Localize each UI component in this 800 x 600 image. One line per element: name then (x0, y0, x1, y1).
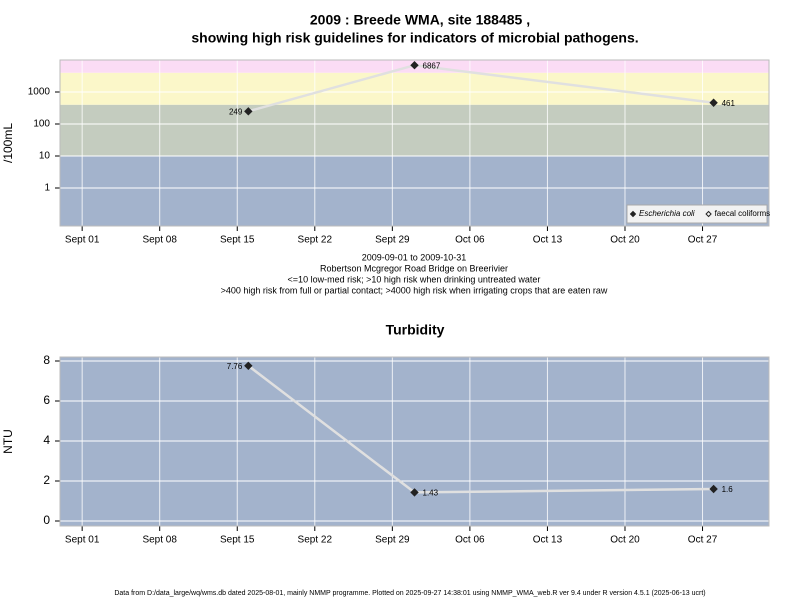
chart-subtitle: showing high risk guidelines for indicat… (191, 30, 638, 46)
x-tick-label: Oct 13 (533, 535, 563, 546)
note: Robertson Mcgregor Road Bridge on Breeri… (320, 263, 508, 273)
legend-marker (629, 210, 637, 218)
risk-band (60, 104, 769, 157)
footer: Data from D:/data_large/wq/wms.db dated … (114, 590, 705, 597)
y-axis-label: NTU (1, 429, 15, 454)
x-tick-label: Sept 01 (65, 235, 100, 246)
y-tick-label: 2 (43, 473, 50, 487)
note: >400 high risk from full or partial cont… (221, 285, 608, 295)
data-point (709, 484, 718, 494)
y-tick-label: 1 (44, 183, 50, 194)
legend-marker (705, 210, 712, 218)
x-tick-label: Sept 22 (298, 235, 333, 246)
x-tick-label: Sept 08 (142, 235, 177, 246)
legend-label: faecal coliforms (715, 209, 771, 218)
y-tick-label: 8 (43, 353, 50, 367)
x-tick-label: Oct 13 (533, 235, 563, 246)
legend-label: Escherichia coli (639, 209, 695, 218)
plot-frame (59, 59, 770, 227)
data-label: 1.43 (423, 489, 439, 498)
y-tick-label: 1000 (28, 87, 51, 98)
data-label: 249 (229, 107, 243, 116)
chart-title: 2009 : Breede WMA, site 188485 , (310, 12, 530, 28)
x-tick-label: Oct 20 (610, 535, 640, 546)
y-tick-label: 10 (39, 151, 51, 162)
data-point (410, 61, 419, 70)
x-tick-label: Sept 15 (220, 235, 255, 246)
x-tick-label: Sept 29 (375, 535, 410, 546)
chart-title: Turbidity (386, 322, 445, 338)
data-label: 1.6 (722, 485, 734, 494)
y-axis-label: /100mL (1, 123, 15, 163)
data-label: 6867 (423, 61, 441, 70)
x-tick-label: Sept 29 (375, 235, 410, 246)
x-tick-label: Oct 06 (455, 235, 485, 246)
data-point (709, 98, 718, 107)
legend-box (626, 204, 768, 224)
x-tick-label: Oct 27 (688, 235, 718, 246)
note: <=10 low-med risk; >10 high risk when dr… (288, 274, 541, 284)
y-tick-label: 0 (43, 513, 50, 527)
plot-frame (59, 356, 770, 527)
x-tick-label: Sept 15 (220, 535, 255, 546)
y-tick-label: 6 (43, 393, 50, 407)
x-tick-label: Sept 08 (142, 535, 177, 546)
note: 2009-09-01 to 2009-10-31 (362, 252, 467, 262)
x-tick-label: Oct 20 (610, 235, 640, 246)
risk-band (60, 72, 769, 105)
x-tick-label: Oct 27 (688, 535, 718, 546)
data-label: 461 (722, 99, 736, 108)
data-label: 7.76 (227, 362, 243, 371)
data-point (244, 361, 253, 371)
x-tick-label: Sept 22 (298, 535, 333, 546)
y-tick-label: 100 (33, 119, 50, 130)
y-tick-label: 4 (43, 433, 50, 447)
data-point (244, 107, 253, 116)
x-tick-label: Sept 01 (65, 535, 100, 546)
x-tick-label: Oct 06 (455, 535, 485, 546)
data-point (410, 488, 419, 497)
